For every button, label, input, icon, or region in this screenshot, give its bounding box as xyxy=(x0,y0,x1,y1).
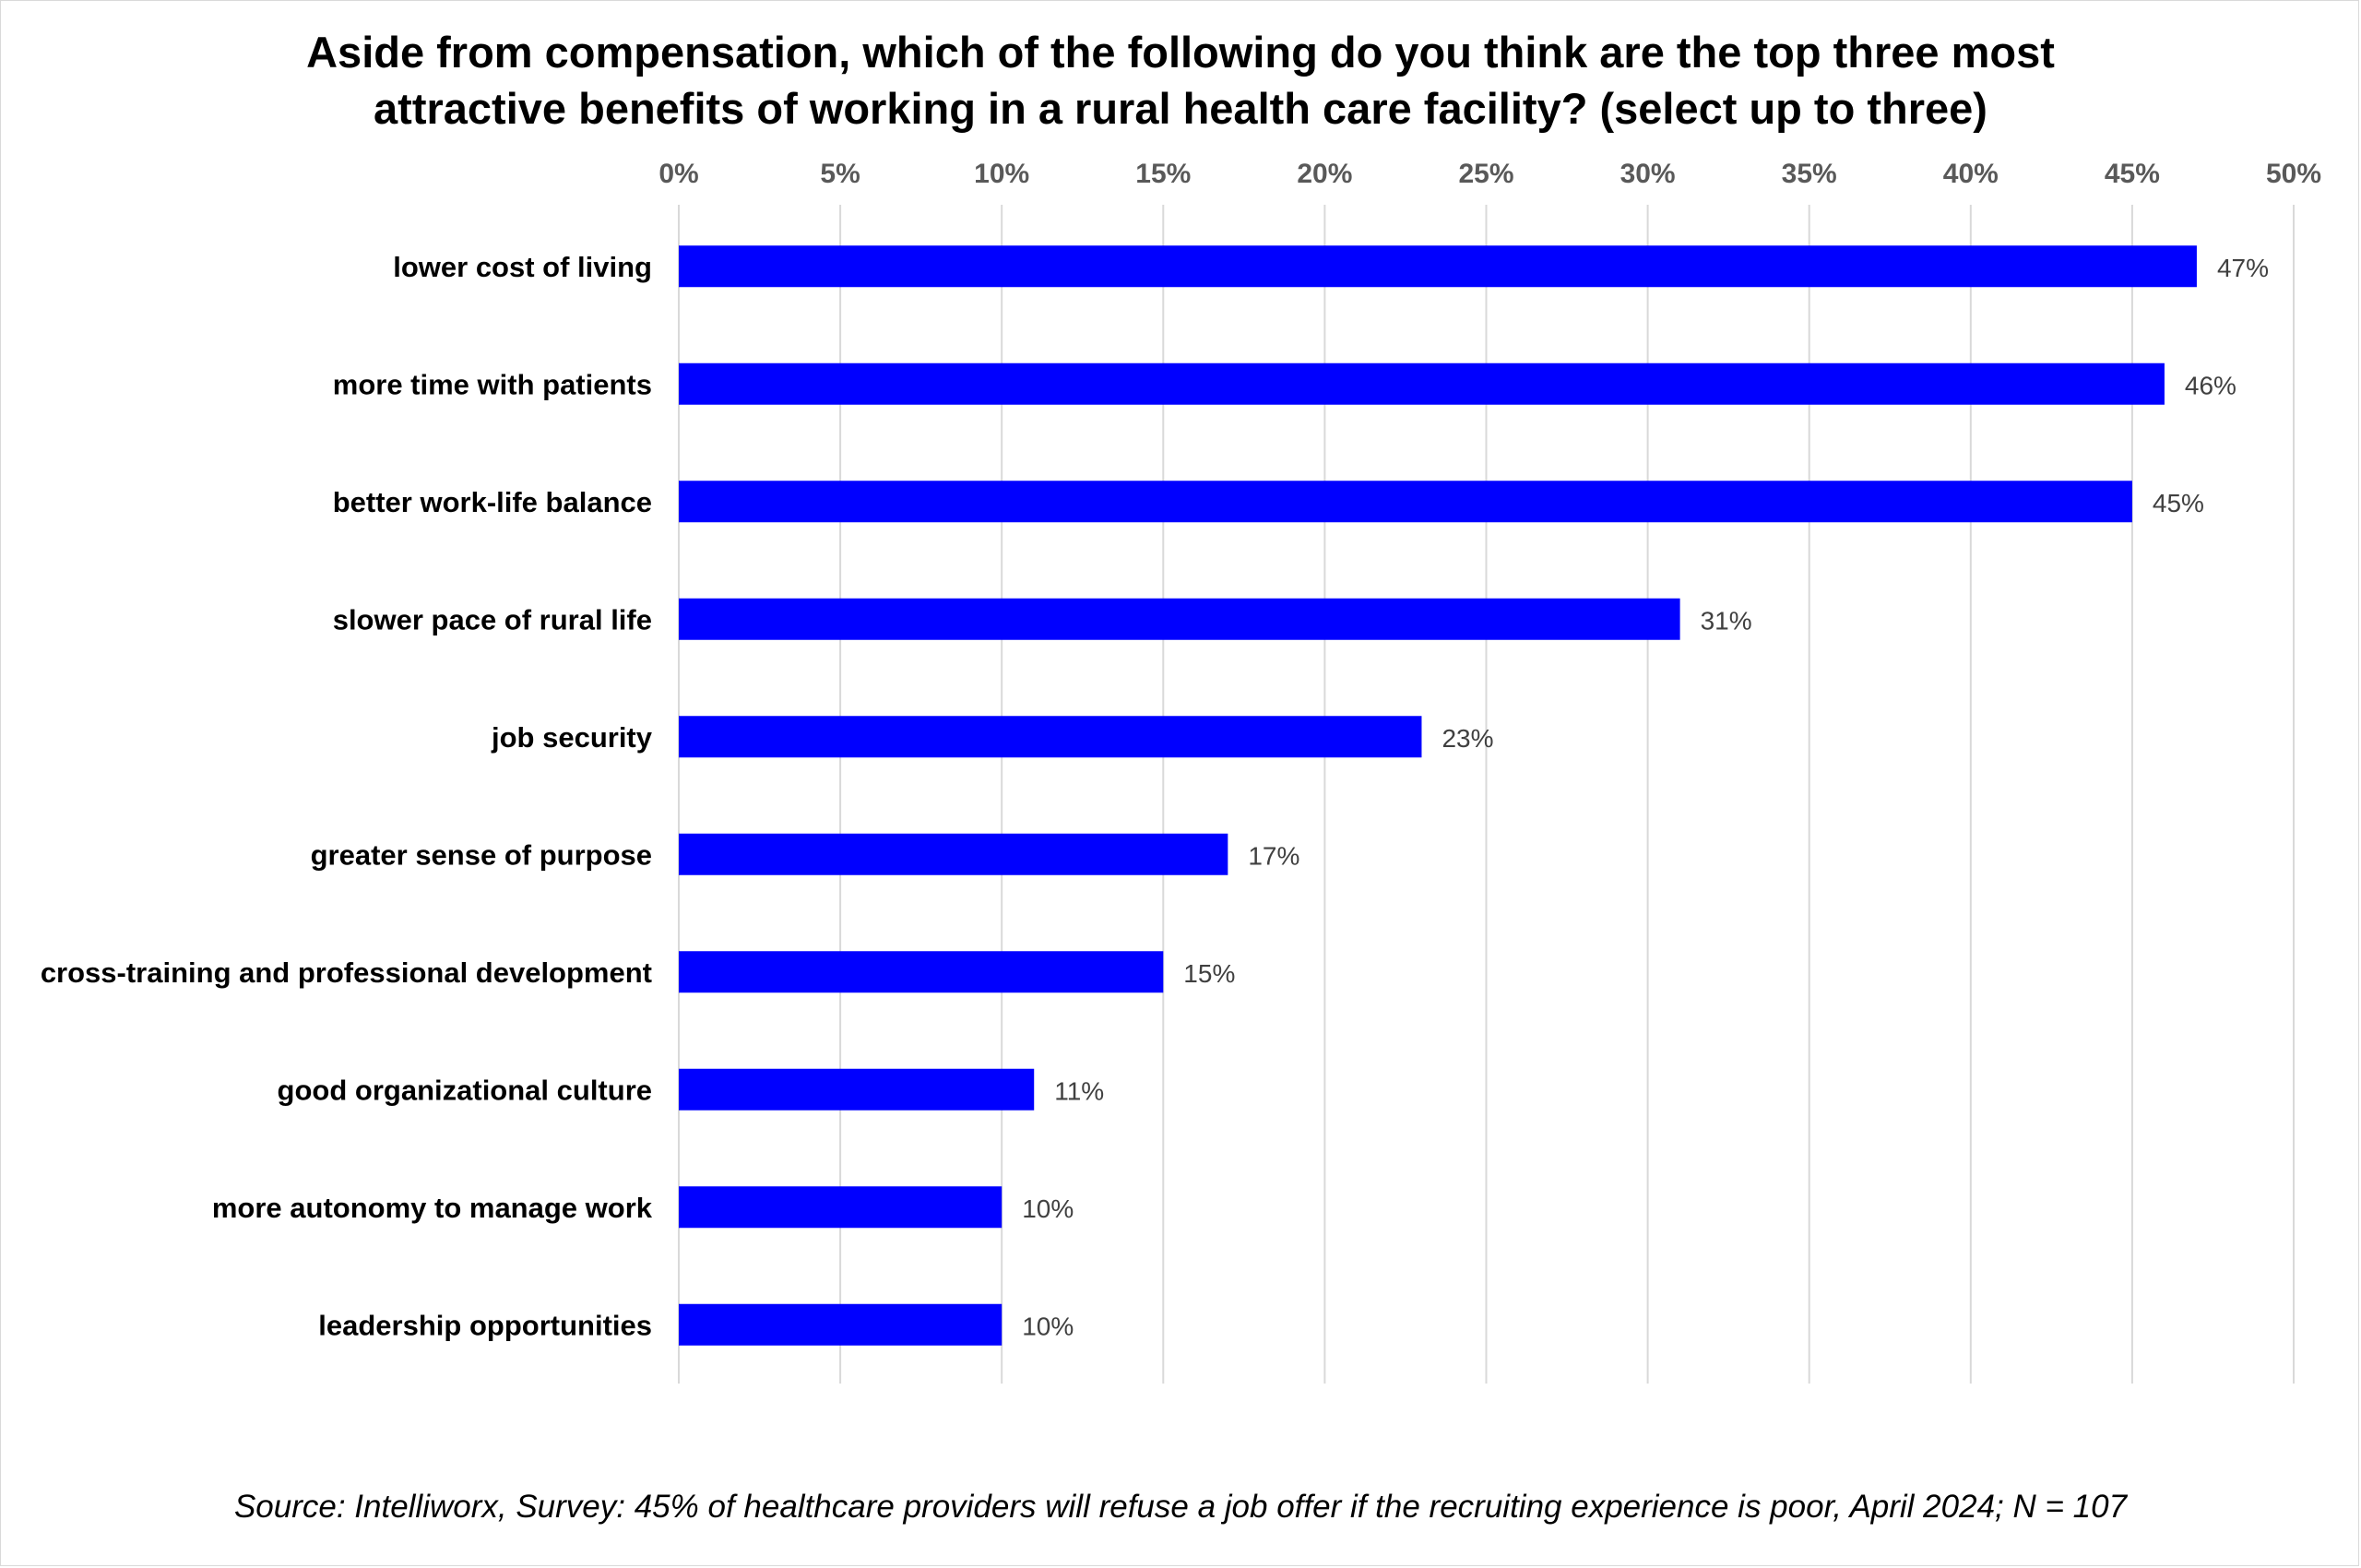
data-label: 23% xyxy=(1442,724,1493,753)
x-tick-label: 30% xyxy=(1620,159,1676,189)
category-label: more autonomy to manage work xyxy=(212,1192,653,1224)
bar xyxy=(679,598,1680,640)
chart-title-line-2: attractive benefits of working in a rura… xyxy=(374,84,1987,133)
data-label: 31% xyxy=(1701,606,1752,635)
data-label: 46% xyxy=(2185,371,2236,399)
x-tick-label: 40% xyxy=(1943,159,1999,189)
bar xyxy=(679,1303,1003,1346)
chart-title: Aside from compensation, which of the fo… xyxy=(0,24,2361,137)
data-label: 10% xyxy=(1022,1312,1074,1340)
category-label: more time with patients xyxy=(333,368,652,400)
x-tick-label: 25% xyxy=(1458,159,1513,189)
x-tick-label: 35% xyxy=(1782,159,1837,189)
category-label: lower cost of living xyxy=(393,251,652,283)
category-label: good organizational culture xyxy=(278,1074,652,1106)
data-label: 17% xyxy=(1248,841,1299,870)
bar-chart: 0% 5% 10% 15% 20% 25% 30% 35% 40% 45% 50% lower cos… xyxy=(41,159,2321,1384)
category-label: better work-life balance xyxy=(333,486,652,518)
x-tick-label: 45% xyxy=(2105,159,2160,189)
bar xyxy=(679,833,1228,875)
bar xyxy=(679,716,1422,758)
category-label: leadership opportunities xyxy=(318,1309,652,1341)
x-tick-label: 20% xyxy=(1297,159,1352,189)
x-tick-label: 5% xyxy=(820,159,860,189)
bar xyxy=(679,245,2197,288)
data-label: 45% xyxy=(2153,489,2204,517)
bar xyxy=(679,1068,1035,1111)
bar xyxy=(679,481,2132,523)
bar xyxy=(679,951,1164,993)
x-tick-label: 10% xyxy=(974,159,1029,189)
x-tick-label: 0% xyxy=(658,159,698,189)
source-note: Source: Intelliworx, Survey: 45% of heal… xyxy=(233,1489,2128,1525)
data-label: 47% xyxy=(2217,254,2269,282)
x-tick-label: 15% xyxy=(1135,159,1191,189)
x-tick-label: 50% xyxy=(2266,159,2321,189)
data-label: 10% xyxy=(1022,1194,1074,1223)
data-label: 11% xyxy=(1054,1076,1104,1105)
category-label: greater sense of purpose xyxy=(311,838,652,871)
chart-title-line-1: Aside from compensation, which of the fo… xyxy=(306,28,2055,77)
bar xyxy=(679,1186,1003,1229)
data-label: 15% xyxy=(1183,959,1235,988)
category-label: cross-training and professional developm… xyxy=(41,956,652,989)
category-label: job security xyxy=(491,721,653,754)
bar xyxy=(679,362,2165,405)
category-label: slower pace of rural life xyxy=(333,603,652,636)
